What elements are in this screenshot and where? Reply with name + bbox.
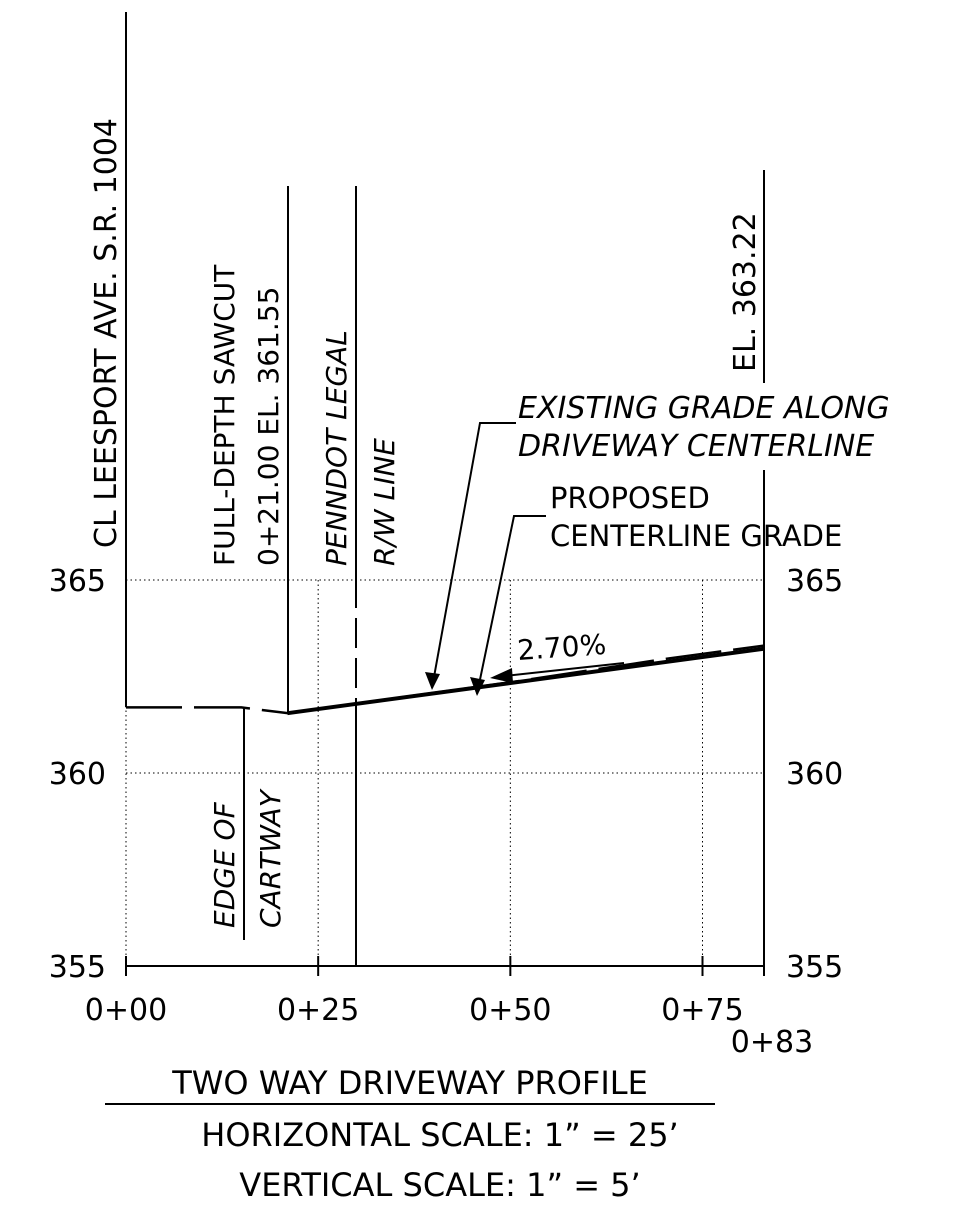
proposed-grade-label-line1: PROPOSED	[550, 481, 710, 515]
existing-grade-label-line1: EXISTING GRADE ALONG	[518, 391, 890, 426]
horizontal-scale-label: HORIZONTAL SCALE: 1” = 25’	[201, 1116, 678, 1154]
x-tick-label: 0+00	[85, 993, 167, 1028]
slope-label: 2.70%	[516, 628, 607, 667]
axes	[125, 956, 765, 976]
slope-arrow	[490, 662, 625, 683]
x-tick-label: 0+83	[731, 1025, 813, 1060]
row-label-line1: PENNDOT LEGAL	[320, 330, 353, 566]
edge-of-cartway-line2: CARTWAY	[254, 788, 287, 928]
proposed-grade-label-line2: CENTERLINE GRADE	[550, 519, 842, 553]
road-centerline-label: CL LEESPORT AVE. S.R. 1004	[89, 118, 124, 548]
end-elevation-label: EL. 363.22	[728, 212, 763, 372]
y-tick-label-left: 365	[49, 564, 106, 599]
x-tick-label: 0+25	[277, 993, 359, 1028]
sawcut-label-line1: FULL-DEPTH SAWCUT	[208, 264, 241, 566]
y-tick-label-left: 355	[49, 950, 106, 985]
x-tick-label: 0+50	[469, 993, 551, 1028]
y-tick-label-right: 365	[786, 564, 843, 599]
y-tick-label-right: 360	[786, 757, 843, 792]
edge-of-cartway-line1: EDGE OF	[208, 801, 241, 928]
tick-labels: 355 355 360 360 365 365 0+00 0+25 0+50 0+750+83	[49, 564, 844, 1060]
proposed-grade-leader	[470, 515, 546, 696]
vertical-scale-label: VERTICAL SCALE: 1” = 5’	[239, 1166, 640, 1204]
x-tick-label: 0+75	[661, 993, 743, 1028]
existing-grade-line	[126, 644, 765, 715]
y-tick-label-right: 355	[786, 950, 843, 985]
sawcut-label-line2: 0+21.00 EL. 361.55	[252, 287, 285, 566]
profile-title: TWO WAY DRIVEWAY PROFILE	[171, 1064, 648, 1102]
profile-series	[126, 644, 765, 716]
y-tick-label-left: 360	[49, 757, 106, 792]
existing-grade-leader	[425, 422, 516, 690]
existing-grade-label-line2: DRIVEWAY CENTERLINE	[518, 429, 874, 464]
row-label-line2: R/W LINE	[368, 438, 401, 566]
